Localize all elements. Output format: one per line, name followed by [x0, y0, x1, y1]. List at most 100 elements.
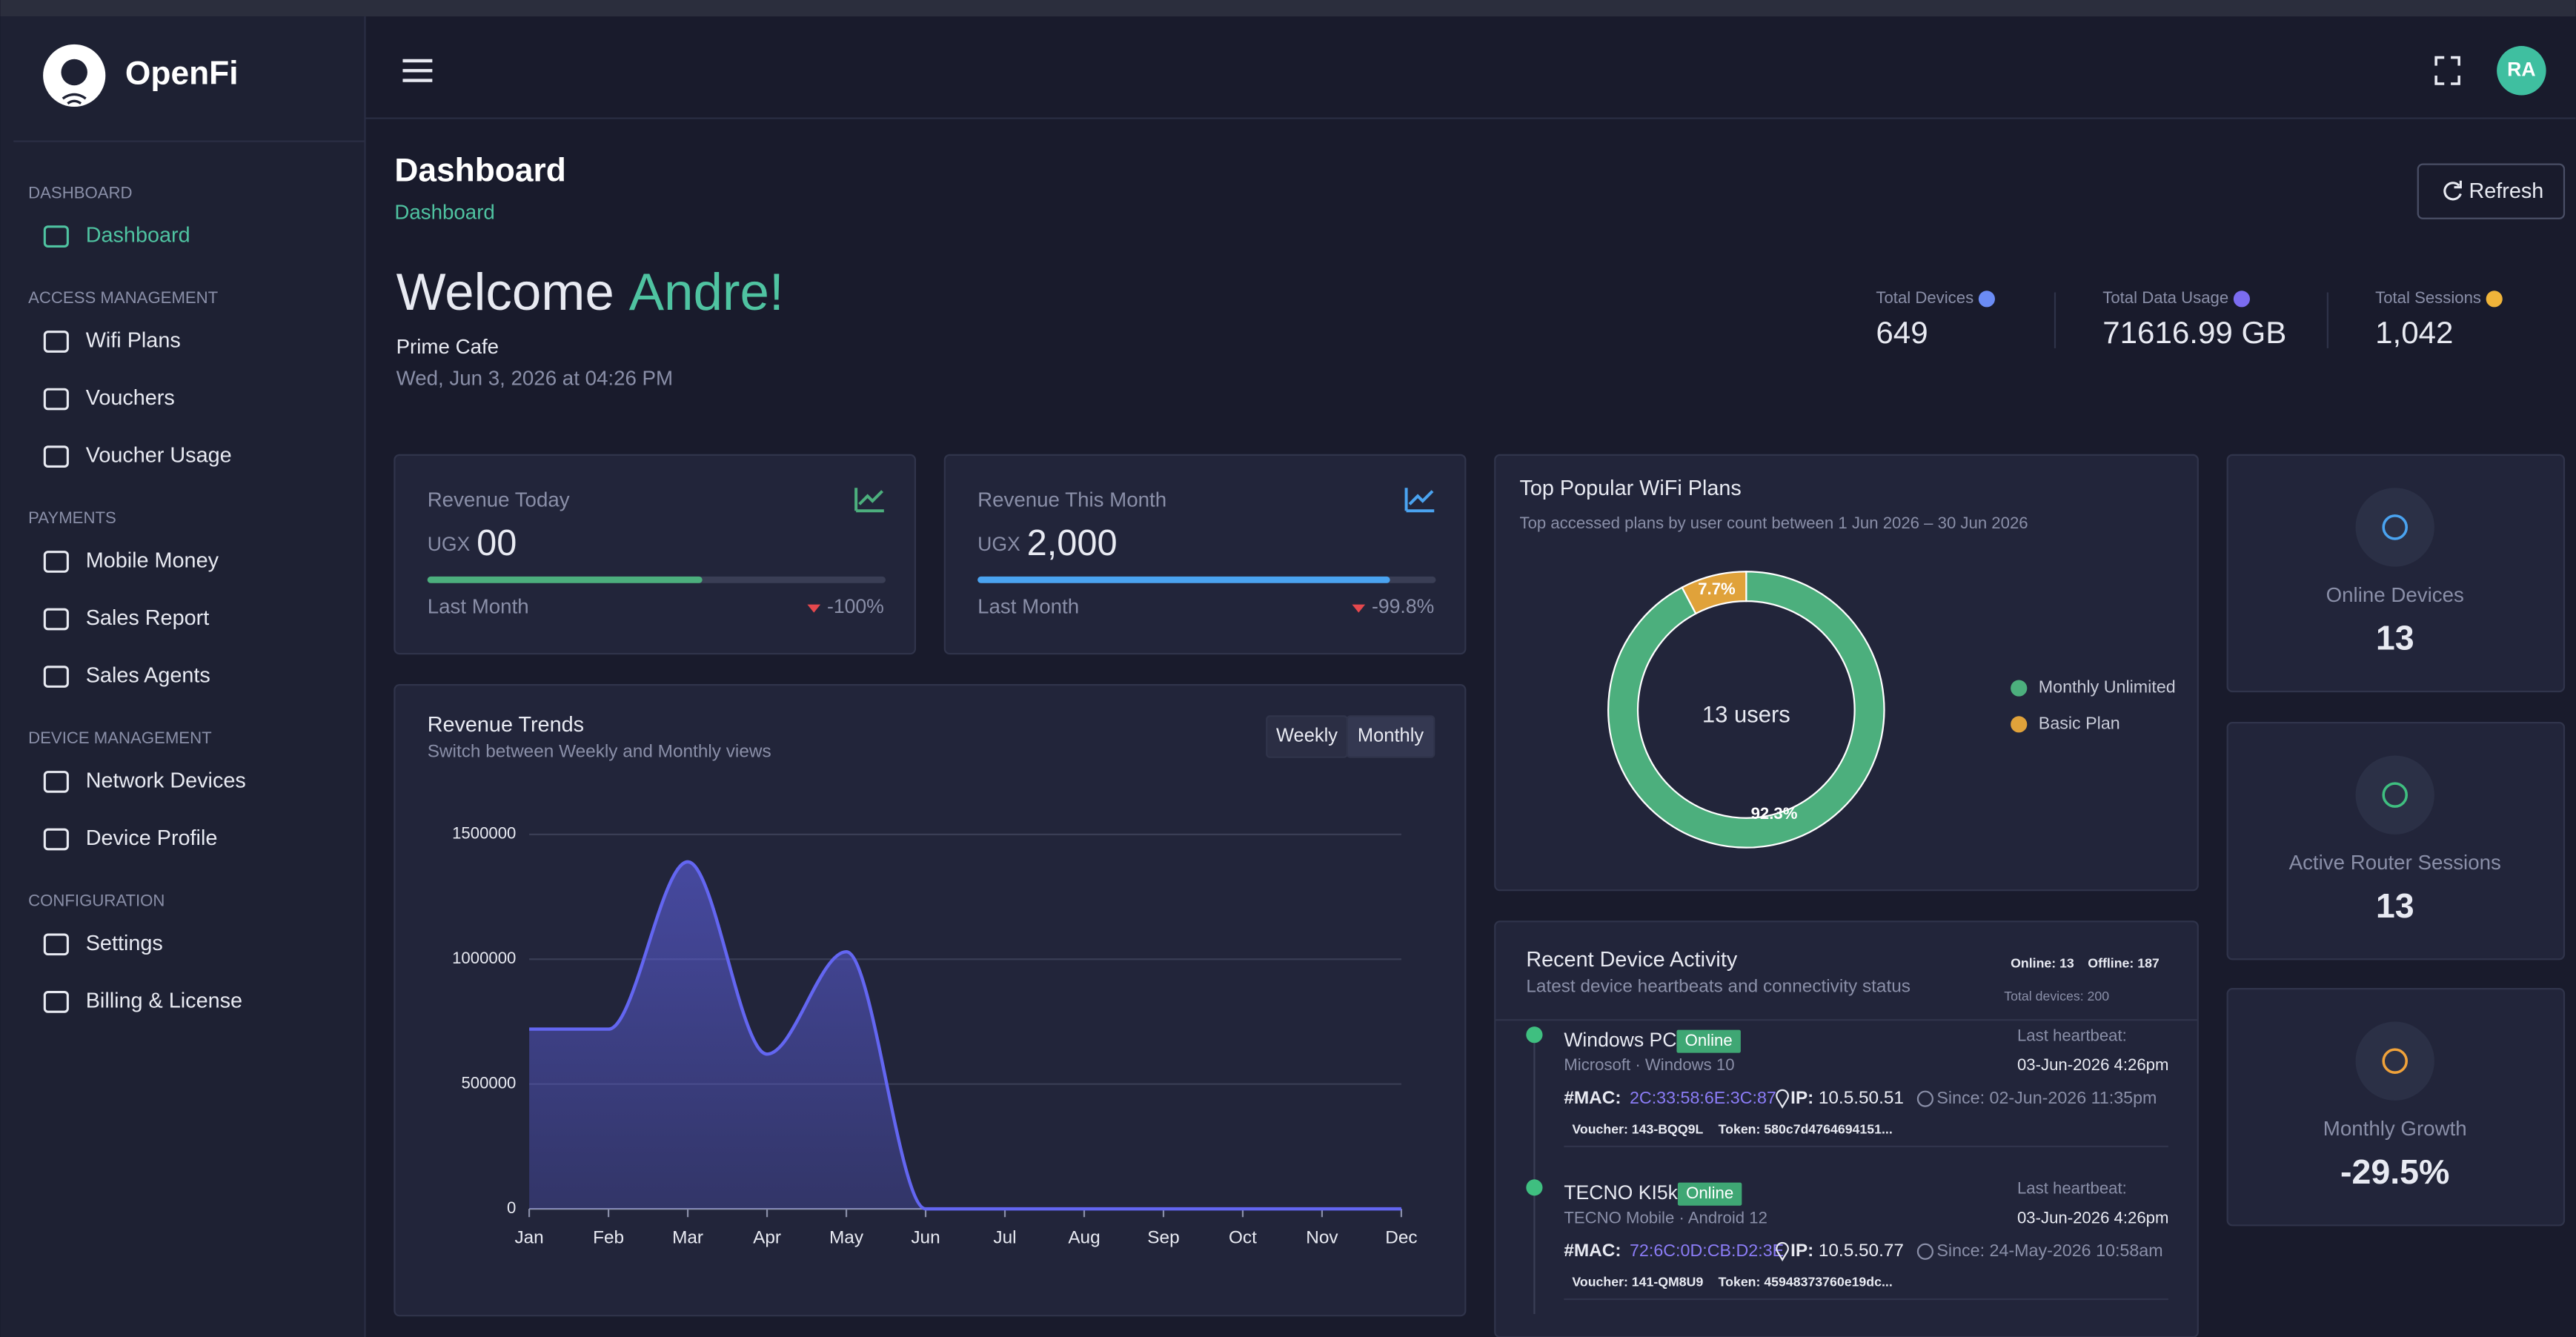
- section-title: PAYMENTS: [28, 508, 116, 527]
- revenue-line: [529, 860, 1401, 1211]
- change: -99.8%: [1372, 595, 1434, 617]
- legend-dot: [2011, 680, 2028, 697]
- donut-slice: [1607, 571, 1885, 849]
- legend-dot: [2011, 716, 2028, 733]
- menu-icon: [43, 331, 69, 353]
- section-title: CONFIGURATION: [28, 892, 165, 910]
- menu-item[interactable]: Mobile Money: [86, 549, 219, 573]
- slice-label: 92.3%: [1751, 804, 1798, 823]
- heartbeat: 03-Jun-2026 4:26pm: [2017, 1208, 2168, 1227]
- mac-label: #MAC:: [1564, 1088, 1621, 1108]
- y-tick-label: 0: [507, 1198, 516, 1217]
- stat-icon-bg: [2355, 1021, 2434, 1101]
- offline-count: Offline: 187: [2088, 956, 2160, 971]
- breadcrumb[interactable]: Dashboard: [394, 200, 494, 223]
- amount-value: 2,000: [1027, 523, 1118, 563]
- avatar-text[interactable]: RA: [2507, 58, 2535, 80]
- toggle-monthly: [1346, 715, 1435, 758]
- stat-card: [2226, 722, 2566, 961]
- datetime: Wed, Jun 3, 2026 at 04:26 PM: [396, 366, 674, 389]
- menu-icon: [43, 608, 69, 631]
- menu-item[interactable]: Vouchers: [86, 386, 175, 410]
- menu-item[interactable]: Dashboard: [86, 224, 190, 248]
- menu-icon: [43, 771, 69, 793]
- heartbeat-label: Last heartbeat:: [2017, 1178, 2127, 1197]
- x-tick-label: Sep: [1147, 1227, 1179, 1247]
- stat-icon: [2382, 1048, 2409, 1074]
- toggle-label[interactable]: Weekly: [1276, 726, 1338, 746]
- voucher: Voucher: 143-BQQ9L: [1572, 1121, 1703, 1136]
- menu-item[interactable]: Settings: [86, 932, 163, 955]
- x-tick-label: Jun: [911, 1227, 940, 1247]
- online-count: Online: 13: [2011, 956, 2074, 971]
- down-arrow: [807, 604, 821, 613]
- stat-value: 13: [2376, 619, 2414, 657]
- slice-label: 7.7%: [1698, 580, 1736, 598]
- toggle-label[interactable]: Monthly: [1358, 726, 1424, 746]
- donut-slice: [1681, 571, 1747, 615]
- stat-icon: [2486, 291, 2503, 308]
- revenue-area: [529, 861, 1401, 1210]
- menu-icon: [43, 666, 69, 688]
- stat-label: Monthly Growth: [2323, 1117, 2467, 1140]
- menu-icon: [43, 445, 69, 468]
- compare-label: Last Month: [428, 594, 529, 617]
- menu-item[interactable]: Voucher Usage: [86, 444, 232, 468]
- refresh-label[interactable]: Refresh: [2469, 179, 2543, 203]
- currency: UGX: [977, 533, 1020, 555]
- clock-icon: [1916, 1243, 1933, 1260]
- stat-label: Total Data Usage: [2102, 288, 2228, 307]
- stat-icon-bg: [2355, 488, 2434, 567]
- stat-value: 71616.99 GB: [2102, 315, 2286, 350]
- card-subtitle: Latest device heartbeats and connectivit…: [1526, 976, 1911, 996]
- progress-fill: [977, 576, 1390, 583]
- plans-card: [1494, 454, 2199, 892]
- menu-item[interactable]: Sales Agents: [86, 664, 210, 688]
- amount-value: 00: [477, 523, 517, 563]
- menu-icon: [43, 933, 69, 956]
- compare-label: Last Month: [977, 594, 1079, 617]
- trend-icon: [854, 488, 884, 513]
- status-dot: [1526, 1179, 1543, 1196]
- menu-item[interactable]: Billing & License: [86, 989, 242, 1013]
- refresh-button: [2417, 163, 2566, 219]
- progress-fill: [427, 576, 703, 583]
- y-tick-label: 500000: [461, 1074, 516, 1092]
- card-title: Revenue Today: [428, 488, 570, 511]
- total-count: Total devices: 200: [2004, 989, 2109, 1003]
- trend-icon: [1404, 488, 1435, 513]
- ip-label: IP:: [1790, 1241, 1813, 1261]
- status-label: Online: [1685, 1031, 1733, 1049]
- sidebar: [0, 16, 365, 1337]
- avatar: [2497, 46, 2546, 96]
- status-label: Online: [1686, 1184, 1733, 1202]
- menu-item[interactable]: Wifi Plans: [86, 329, 181, 353]
- device-name: TECNO KI5k: [1564, 1181, 1678, 1204]
- menu-item[interactable]: Device Profile: [86, 826, 218, 850]
- x-tick-label: Aug: [1068, 1227, 1100, 1247]
- ip-label: IP:: [1790, 1088, 1813, 1108]
- chart-subtitle: Switch between Weekly and Monthly views: [428, 741, 771, 761]
- stat-label: Total Devices: [1876, 288, 1974, 307]
- change: -100%: [827, 595, 884, 617]
- clock-icon: [1916, 1090, 1933, 1107]
- menu-icon: [43, 828, 69, 851]
- revenue-card: [394, 454, 917, 655]
- x-tick-label: Oct: [1229, 1227, 1257, 1247]
- menu-icon: [43, 388, 69, 411]
- stat-label: Active Router Sessions: [2289, 851, 2501, 874]
- x-tick-label: Dec: [1385, 1227, 1417, 1247]
- x-tick-label: May: [829, 1227, 864, 1247]
- card-title: Revenue This Month: [977, 488, 1166, 511]
- chart-title: Top Popular WiFi Plans: [1519, 477, 1741, 500]
- mac-label: #MAC:: [1564, 1241, 1621, 1261]
- activity-card: [1494, 920, 2199, 1337]
- device-vendor: Microsoft · Windows 10: [1564, 1055, 1734, 1074]
- x-tick-label: Jul: [993, 1227, 1016, 1247]
- stat-value: 1,042: [2375, 315, 2453, 350]
- menu-item[interactable]: Sales Report: [86, 606, 209, 630]
- currency: UGX: [428, 533, 471, 555]
- menu-item[interactable]: Network Devices: [86, 769, 246, 793]
